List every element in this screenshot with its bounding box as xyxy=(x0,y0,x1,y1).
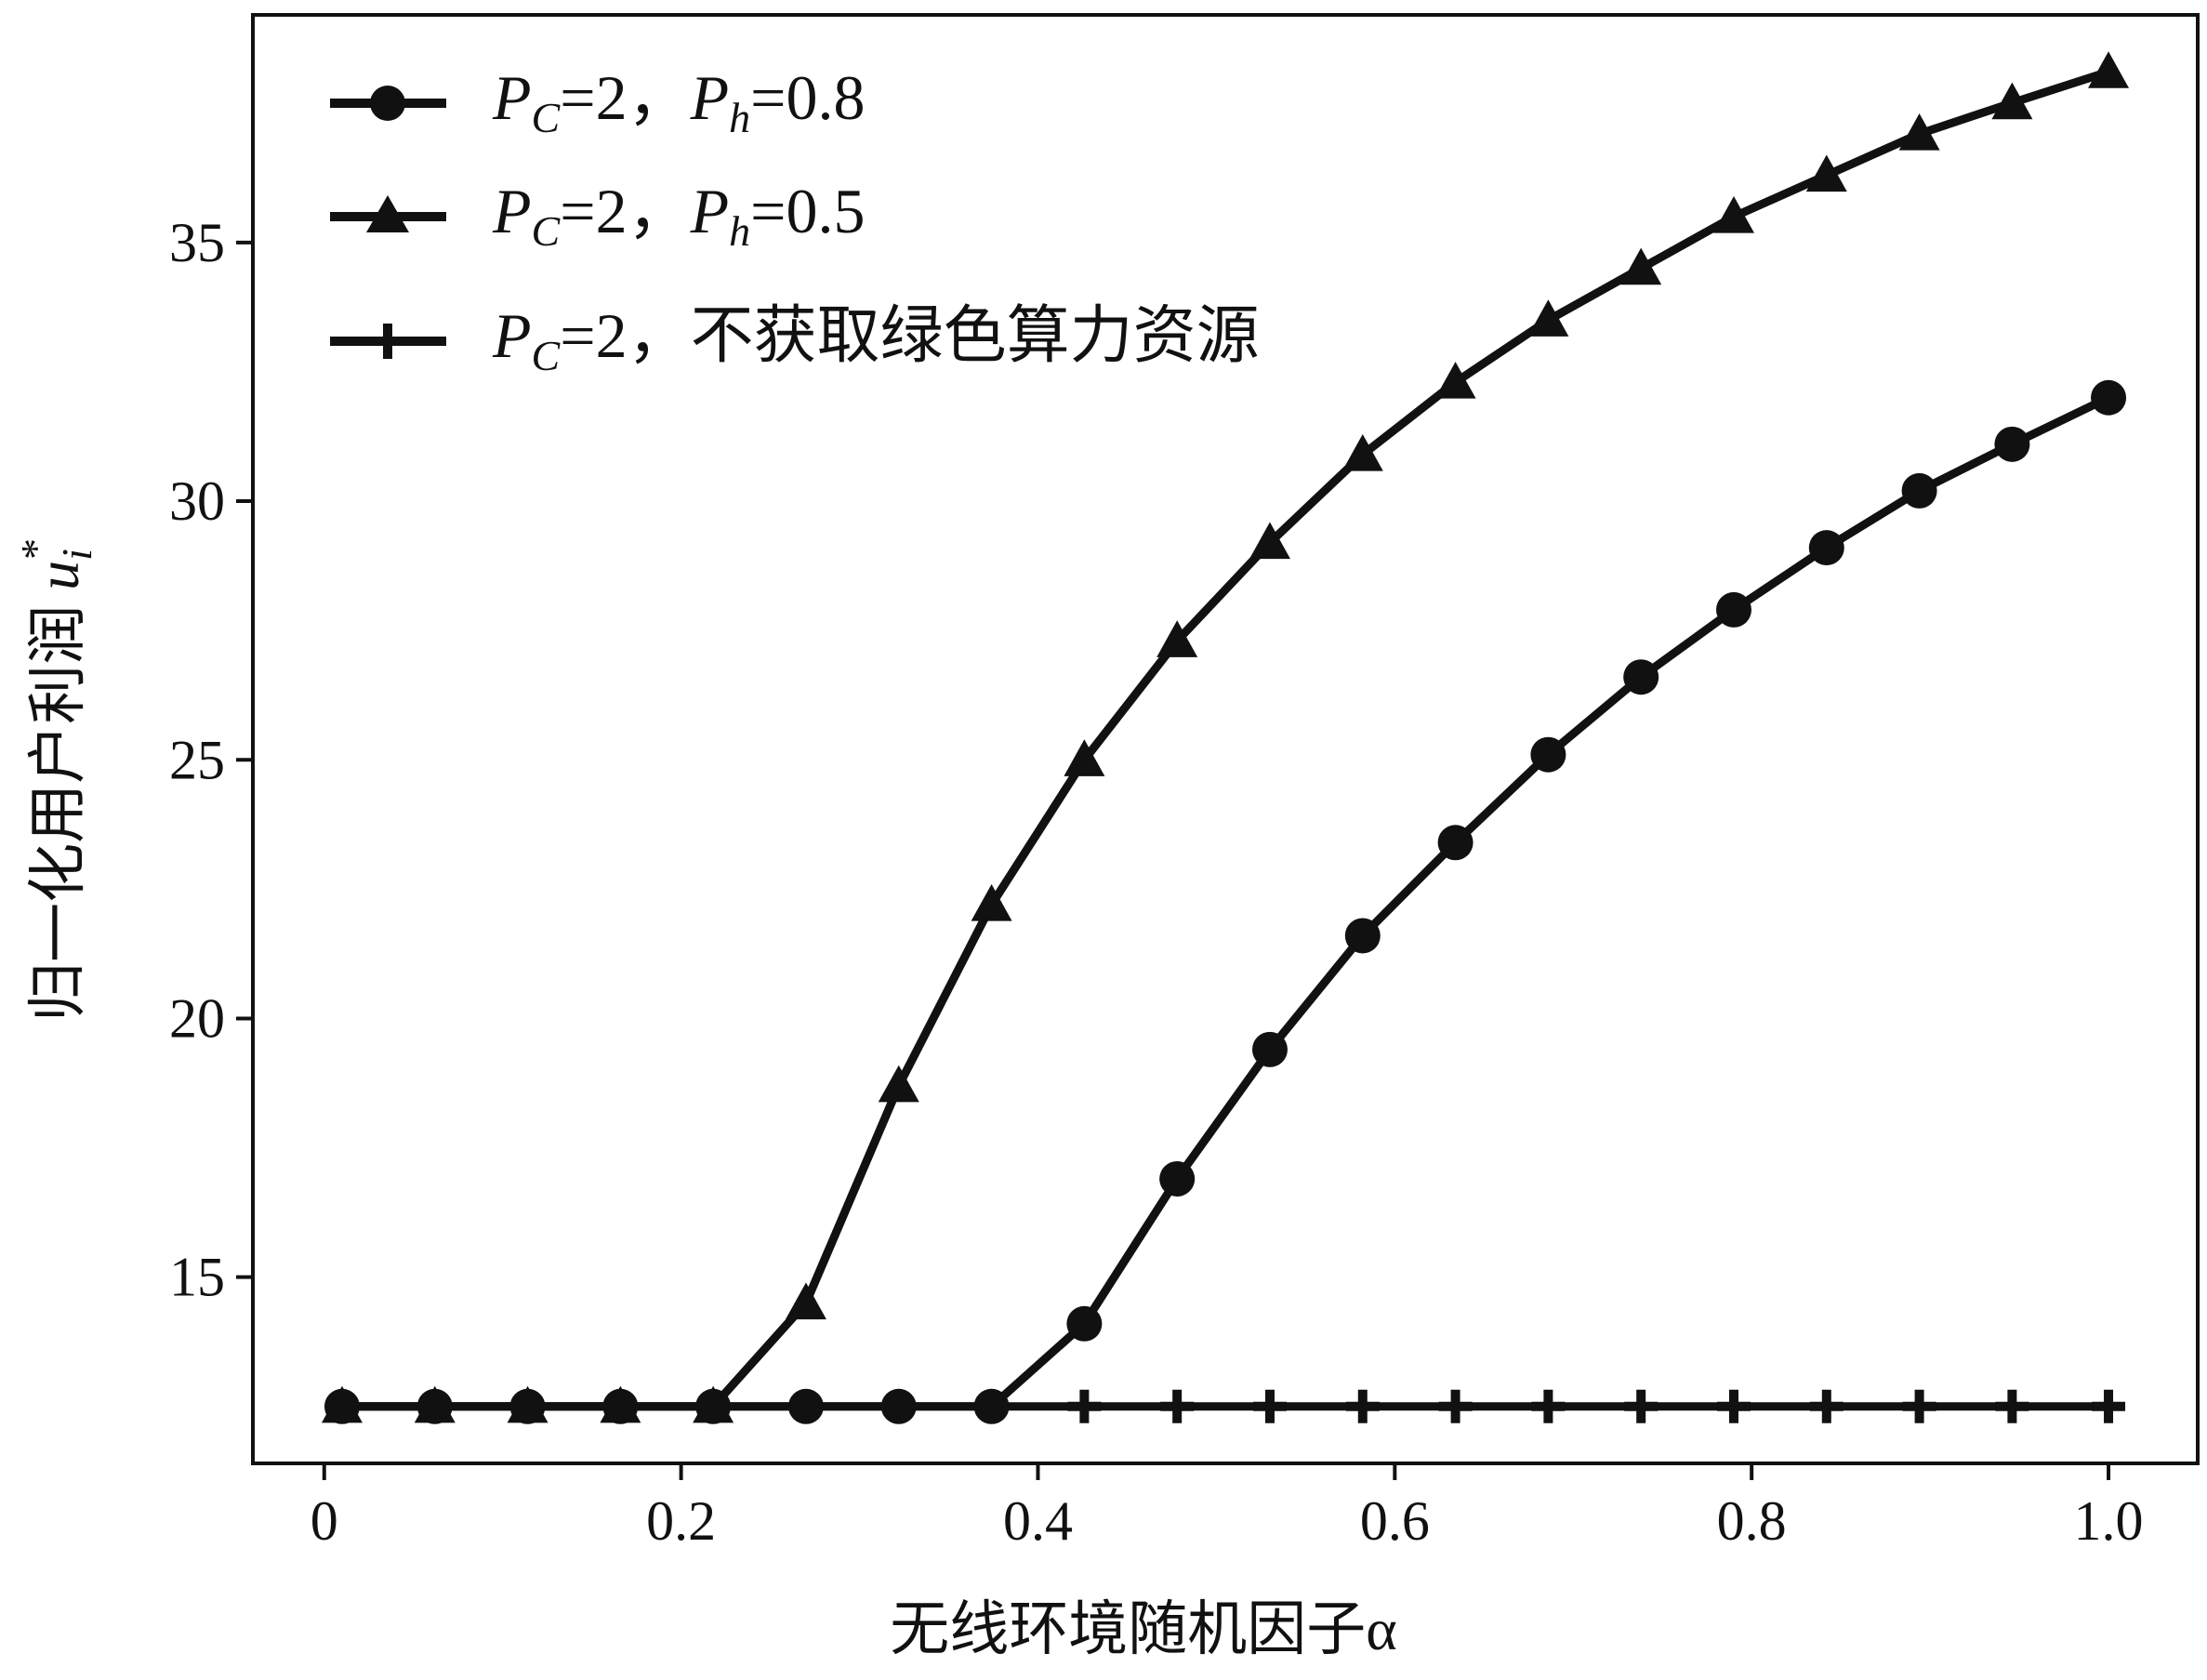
data-point-circle xyxy=(1344,918,1381,954)
data-point-circle xyxy=(1623,659,1659,695)
x-tick-label: 1.0 xyxy=(2074,1490,2144,1552)
y-axis-label-var: u xyxy=(25,561,91,590)
data-point-triangle xyxy=(1156,620,1198,657)
data-point-triangle xyxy=(1620,247,1662,285)
legend-swatch-triangle-marker xyxy=(366,195,409,232)
legend-swatch-circle-marker xyxy=(370,86,405,121)
data-point-triangle xyxy=(1249,522,1290,560)
data-point-triangle xyxy=(785,1282,826,1320)
data-point-triangle xyxy=(971,884,1012,921)
series-circle xyxy=(324,379,2127,1424)
data-point-plus xyxy=(1531,1389,1566,1423)
data-point-plus xyxy=(1809,1389,1844,1423)
data-point-plus xyxy=(2092,1389,2126,1423)
data-point-circle xyxy=(1530,736,1566,773)
legend-item-2: PC=2，不获取绿色算力资源 xyxy=(330,300,1260,379)
data-point-circle xyxy=(973,1388,1010,1424)
legend-label-2: PC=2，不获取绿色算力资源 xyxy=(492,300,1260,379)
y-axis-label-sub: i xyxy=(53,549,100,561)
data-point-triangle xyxy=(321,1385,363,1423)
x-axis: 0 0.2 0.4 0.6 0.8 1.0 xyxy=(311,1463,2144,1552)
data-point-plus xyxy=(1160,1389,1195,1423)
x-tick-label: 0 xyxy=(311,1490,338,1552)
y-tick-label: 15 xyxy=(169,1247,225,1308)
data-point-triangle xyxy=(414,1385,456,1423)
data-point-circle xyxy=(880,1388,917,1424)
data-point-plus xyxy=(1995,1389,2029,1423)
series-line xyxy=(342,67,2110,1411)
data-point-plus xyxy=(1624,1389,1659,1423)
legend-label-1: PC=2，Ph=0.5 xyxy=(492,176,866,255)
data-point-triangle xyxy=(1341,433,1383,471)
data-point-triangle xyxy=(1805,154,1847,192)
data-point-triangle xyxy=(2088,51,2130,88)
data-point-circle xyxy=(787,1388,824,1424)
svg-text:归一化用户利润 ui*: 归一化用户利润 ui* xyxy=(12,540,100,1022)
data-point-triangle xyxy=(507,1385,548,1423)
series-triangle xyxy=(321,51,2130,1423)
data-point-circle xyxy=(1251,1031,1288,1067)
legend: PC=2，Ph=0.8 PC=2，Ph=0.5 PC=2，不获取绿色算力资源 xyxy=(330,62,1260,379)
data-point-circle xyxy=(2091,379,2127,416)
legend-item-0: PC=2，Ph=0.8 xyxy=(330,62,866,141)
x-tick-label: 0.6 xyxy=(1360,1490,1430,1552)
y-axis-label-text: 归一化用户利润 xyxy=(25,590,91,1022)
y-tick-label: 20 xyxy=(169,987,225,1049)
y-tick-label: 30 xyxy=(169,470,225,532)
data-point-plus xyxy=(1067,1389,1102,1423)
x-tick-label: 0.4 xyxy=(1003,1490,1073,1552)
x-tick-label: 0.2 xyxy=(646,1490,716,1552)
legend-swatch-plus-marker xyxy=(370,324,405,359)
x-axis-label: 无线环境随机因子α xyxy=(890,1596,1397,1662)
y-axis: 15 20 25 30 35 xyxy=(169,212,253,1308)
data-point-triangle xyxy=(1712,196,1754,233)
y-tick-label: 25 xyxy=(169,729,225,790)
data-point-circle xyxy=(1159,1160,1196,1197)
y-tick-label: 35 xyxy=(169,212,225,273)
y-axis-label: 归一化用户利润 ui* xyxy=(12,540,100,1022)
x-tick-label: 0.8 xyxy=(1717,1490,1787,1552)
data-point-circle xyxy=(1901,472,1937,509)
series-layer xyxy=(321,51,2130,1424)
data-point-plus xyxy=(1716,1389,1751,1423)
data-point-triangle xyxy=(1064,739,1105,776)
legend-label-0: PC=2，Ph=0.8 xyxy=(492,62,866,141)
data-point-plus xyxy=(1902,1389,1936,1423)
data-point-triangle xyxy=(1527,299,1569,337)
data-point-plus xyxy=(1345,1389,1380,1423)
data-point-triangle xyxy=(1898,112,1940,151)
data-point-circle xyxy=(1994,426,2030,462)
data-point-plus xyxy=(1252,1389,1287,1423)
data-point-circle xyxy=(1066,1305,1103,1342)
data-point-triangle xyxy=(600,1385,641,1423)
data-point-triangle xyxy=(878,1065,919,1103)
data-point-circle xyxy=(1808,530,1844,566)
data-point-triangle xyxy=(1991,82,2033,120)
data-point-plus xyxy=(1438,1389,1473,1423)
legend-item-1: PC=2，Ph=0.5 xyxy=(330,176,866,255)
data-point-triangle xyxy=(1434,362,1476,399)
plot-frame xyxy=(251,13,2200,1465)
data-point-circle xyxy=(1437,825,1474,861)
data-point-circle xyxy=(1715,591,1751,628)
y-axis-label-sup: * xyxy=(12,540,59,562)
data-point-triangle xyxy=(693,1385,734,1423)
